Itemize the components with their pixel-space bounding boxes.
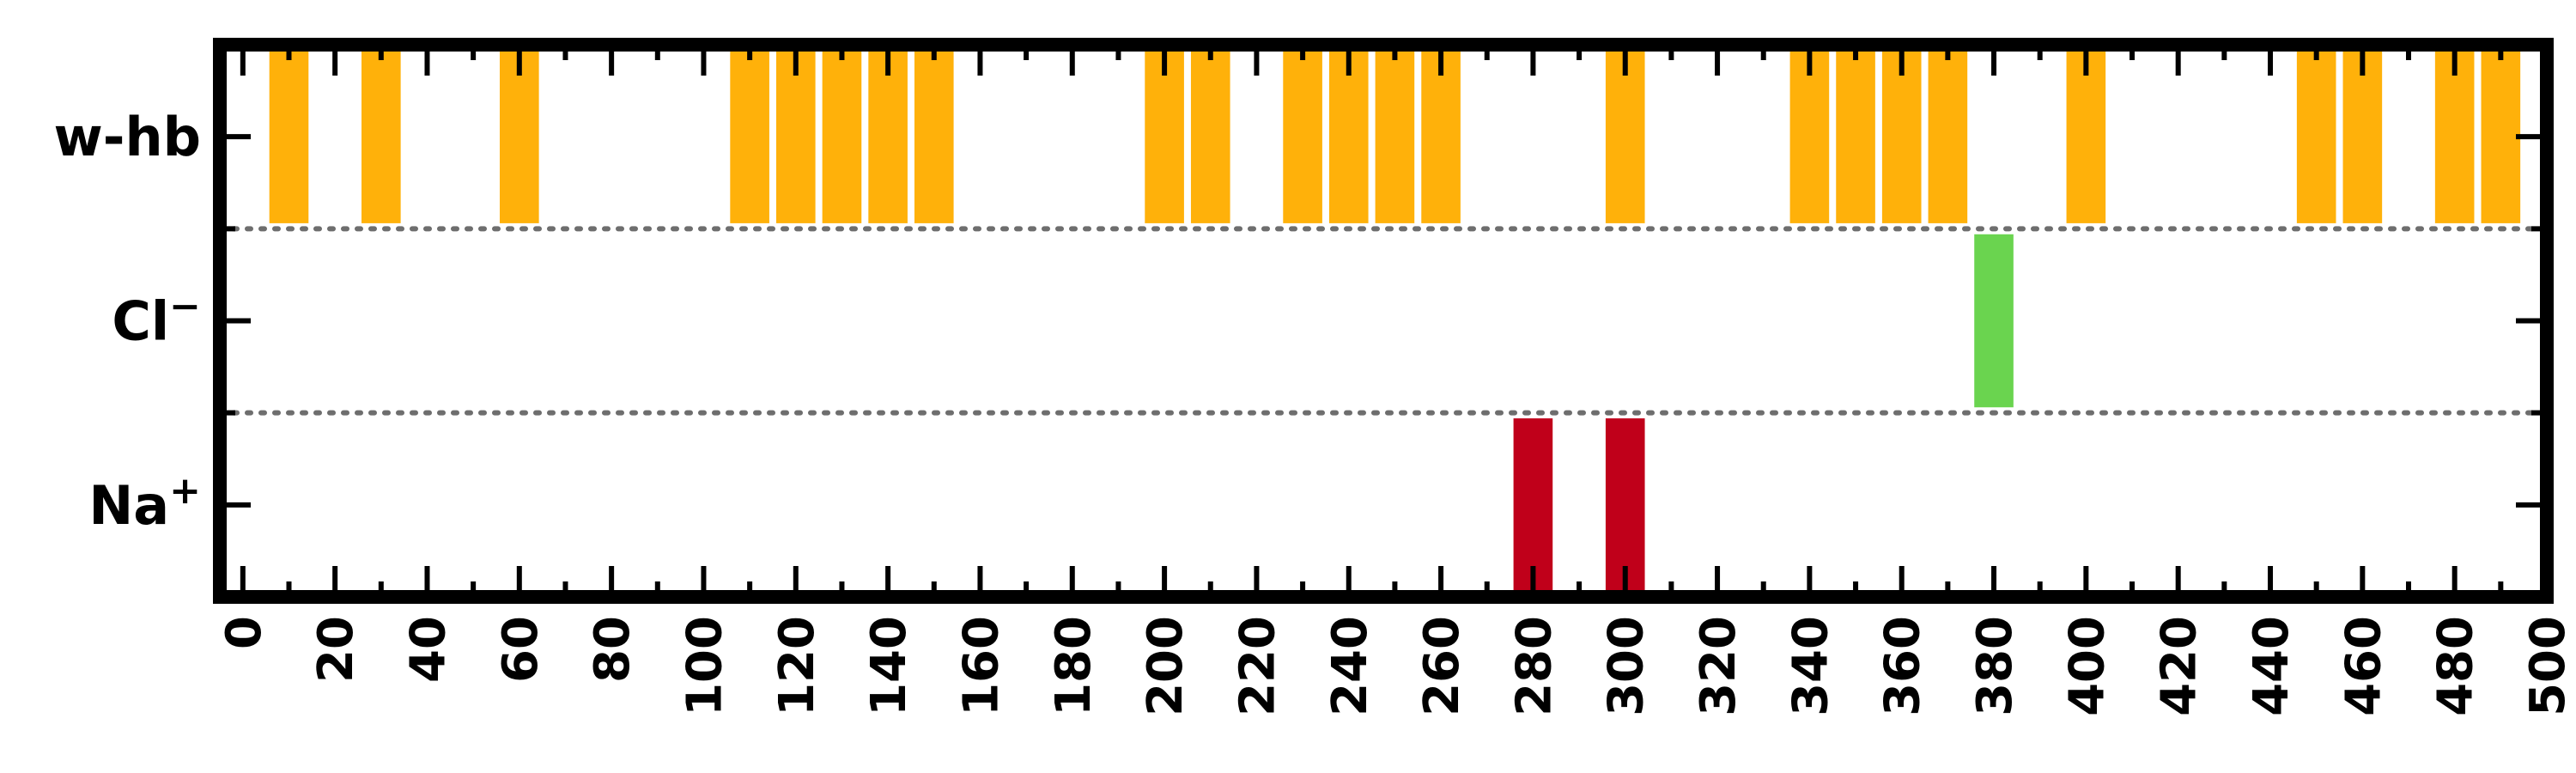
event-bar xyxy=(269,50,309,223)
x-tick-label: 140 xyxy=(861,616,917,716)
event-bar xyxy=(2342,50,2383,223)
event-bar xyxy=(1928,50,1968,223)
x-tick-label: 300 xyxy=(1599,616,1655,716)
event-bar xyxy=(1328,50,1369,223)
event-bars xyxy=(269,50,2521,592)
x-tick-label: 0 xyxy=(216,616,272,649)
x-tick-label: 500 xyxy=(2520,616,2576,716)
x-tick-label: 220 xyxy=(1230,616,1285,716)
x-tick-label: 180 xyxy=(1046,616,1102,716)
y-tick-label-base: Na xyxy=(88,474,169,537)
event-bar xyxy=(1605,418,1645,592)
x-tick-label: 200 xyxy=(1138,616,1194,716)
event-bar xyxy=(361,50,401,223)
event-bar xyxy=(500,50,539,223)
x-tick-label: 160 xyxy=(953,616,1009,716)
x-tick-label: 480 xyxy=(2428,616,2484,716)
event-bar xyxy=(2481,50,2521,223)
y-tick-label: Na+ xyxy=(88,469,201,537)
event-bar xyxy=(868,50,908,223)
x-tick-label: 260 xyxy=(1414,616,1470,716)
event-bar xyxy=(730,50,769,223)
y-tick-label-base: w-hb xyxy=(53,106,201,168)
y-tick-label: Cl− xyxy=(112,285,201,353)
event-bar xyxy=(2434,50,2475,223)
event-bar xyxy=(1836,50,1875,223)
x-tick-label: 20 xyxy=(308,616,364,683)
x-tick-label: 440 xyxy=(2244,616,2300,716)
event-bar xyxy=(1881,50,1922,223)
event-bar xyxy=(775,50,816,223)
event-bar xyxy=(1283,50,1322,223)
y-tick-label-base: Cl xyxy=(112,290,169,353)
y-tick-label: w-hb xyxy=(53,106,201,168)
x-tick-label: 100 xyxy=(677,616,732,716)
event-bar xyxy=(1190,50,1230,223)
x-tick-label: 240 xyxy=(1322,616,1378,716)
x-tick-label: 60 xyxy=(493,616,549,683)
x-tick-label: 380 xyxy=(1967,616,2023,716)
event-bar xyxy=(1513,418,1553,592)
x-tick-label: 40 xyxy=(400,616,456,683)
plot-frame xyxy=(213,38,2554,604)
x-tick-label: 460 xyxy=(2336,616,2391,716)
event-bar xyxy=(1421,50,1461,223)
x-tick-label: 420 xyxy=(2152,616,2208,716)
x-tick-label: 120 xyxy=(769,616,825,716)
x-tick-label: 80 xyxy=(585,616,641,683)
y-tick-labels: Na+ Cl− w-hb xyxy=(53,106,201,537)
event-bar xyxy=(2066,50,2106,223)
x-tick-label: 340 xyxy=(1783,616,1838,716)
y-tick-label-superscript: − xyxy=(169,285,201,329)
y-tick-label-superscript: + xyxy=(169,469,201,513)
event-bar xyxy=(1375,50,1415,223)
x-tick-label: 320 xyxy=(1691,616,1747,716)
event-bar xyxy=(1789,50,1830,223)
x-tick-label: 360 xyxy=(1875,616,1931,716)
x-tick-label: 280 xyxy=(1506,616,1562,716)
event-bar xyxy=(1145,50,1184,223)
x-tick-labels: 0 20 40 60 80 100 120 140 160 180 200 220 240 260 280 3… xyxy=(216,616,2576,716)
event-bar xyxy=(822,50,862,223)
x-tick-label: 400 xyxy=(2059,616,2115,716)
event-bar xyxy=(1605,50,1645,223)
event-bar xyxy=(2296,50,2336,223)
event-bar xyxy=(914,50,954,223)
event-bar xyxy=(1974,234,2014,408)
